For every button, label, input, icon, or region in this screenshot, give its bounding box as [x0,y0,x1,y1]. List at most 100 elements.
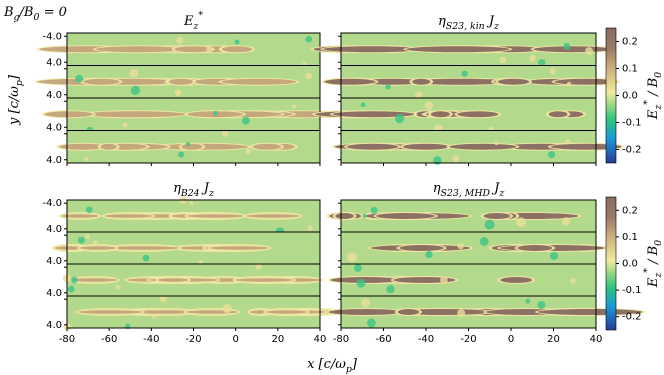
heatmap-feature [59,143,108,150]
heatmap-feature [84,156,89,162]
heatmap-feature [517,245,553,251]
heatmap-feature [221,46,253,53]
heatmap-feature [83,78,120,85]
heatmap-feature [44,111,93,118]
y-tick-label: -4.0 [42,198,62,209]
heatmap-feature [235,278,294,282]
heatmap-feature [70,276,78,284]
heatmap-feature [563,43,571,51]
colorbar-label-part: / B [646,78,661,100]
y-tick-label: 4.0 [46,57,62,68]
heatmap-feature [367,318,376,328]
heatmap-feature [307,225,313,231]
heatmap-feature [168,78,194,85]
y-tick-label: 4.0 [46,288,62,299]
heatmap-feature [548,151,556,159]
heatmap-feature [516,217,526,228]
heatmap-feature [362,213,367,218]
x-tick-label: 40 [590,334,603,345]
colorbar-label-part: * [642,268,653,273]
heatmap-feature [221,78,297,85]
heatmap-feature [549,251,559,260]
heatmap-feature [71,278,117,282]
panel-title-part: η [173,181,181,196]
heatmap-feature [115,284,121,290]
heatmap-feature [86,206,93,214]
y-tick-label: 4.0 [46,320,62,331]
y-tick-label: 4.0 [46,90,62,101]
heatmap-feature [335,213,354,219]
y-tick-label: 4.0 [46,122,62,133]
heatmap-feature [174,46,212,53]
heatmap-feature [61,214,99,218]
colorbar [605,196,617,331]
heatmap-feature [376,213,435,219]
heatmap-feature [394,113,405,124]
x-axis-label-part: x [307,357,315,372]
heatmap-feature [328,309,403,315]
heatmap-feature [452,155,460,162]
heatmap-feature [222,304,232,314]
colorbar-tick-label: -0.2 [622,312,642,323]
heatmap-feature [479,237,489,246]
heatmap-feature [385,84,391,90]
x-tick-label: 0 [508,334,514,345]
panel-title-part: S23, MHD [441,188,491,199]
heatmap-feature [549,68,556,75]
heatmap-feature [245,148,252,155]
x-tick-label: -60 [101,334,117,345]
y-tick-label: 4.0 [46,155,62,166]
heatmap-feature [399,245,444,251]
heatmap-feature [100,143,117,150]
heatmap-feature [537,300,546,309]
heatmap-feature [457,111,499,118]
colorbar-label-part: E [646,277,661,288]
panel-title-part: J [200,181,210,196]
heatmap-feature [407,78,513,85]
x-tick-label: -80 [59,334,75,345]
heatmap-feature [67,285,75,293]
heatmap-feature [176,36,184,45]
heatmap-feature [130,85,140,95]
heatmap-feature [332,111,415,118]
suptitle-part: = 0 [39,5,66,20]
heatmap-feature [397,309,420,315]
x-tick-label: 40 [314,334,327,345]
heatmap-feature [174,89,182,97]
heatmap-feature [461,70,468,77]
heatmap-feature [305,72,312,80]
y-axis-label-part: p [14,80,25,86]
colorbar-label-part: z [653,105,664,111]
suptitle-part: B [3,5,14,20]
heatmap-feature [498,78,530,85]
colorbar-label-part: z [653,273,664,279]
heatmap-feature [83,111,186,118]
x-tick-label: -40 [418,334,434,345]
heatmap-feature [538,59,546,67]
heatmap-feature [189,200,194,205]
panel-title-part: B24 [180,188,200,199]
heatmap-feature [77,236,85,244]
colorbar-tick-label: 0.2 [622,205,638,216]
heatmap-feature [210,246,269,250]
heatmap-feature [75,74,84,83]
x-tick-label: -80 [333,334,349,345]
colorbar-tick-label: 0.1 [622,232,638,243]
panel-title-part: S23, kin [446,21,485,32]
heatmap-feature [159,295,167,303]
heatmap-feature [354,264,362,272]
heatmap-feature [431,111,450,118]
panel-title-part: η [438,14,446,29]
heatmap-feature [412,78,431,85]
y-axis-label-part: [c/ω [7,86,22,118]
heatmap-feature [106,246,180,250]
heatmap-feature [525,298,531,304]
x-axis-label-part: p [346,364,352,375]
panel-title-part: z [208,188,214,199]
heatmap-feature [122,122,128,128]
x-tick-label: -40 [143,334,159,345]
heatmap-feature [80,246,116,250]
panel-title: ηS23, MHD Jz [433,181,505,200]
heatmap-feature [132,310,196,314]
